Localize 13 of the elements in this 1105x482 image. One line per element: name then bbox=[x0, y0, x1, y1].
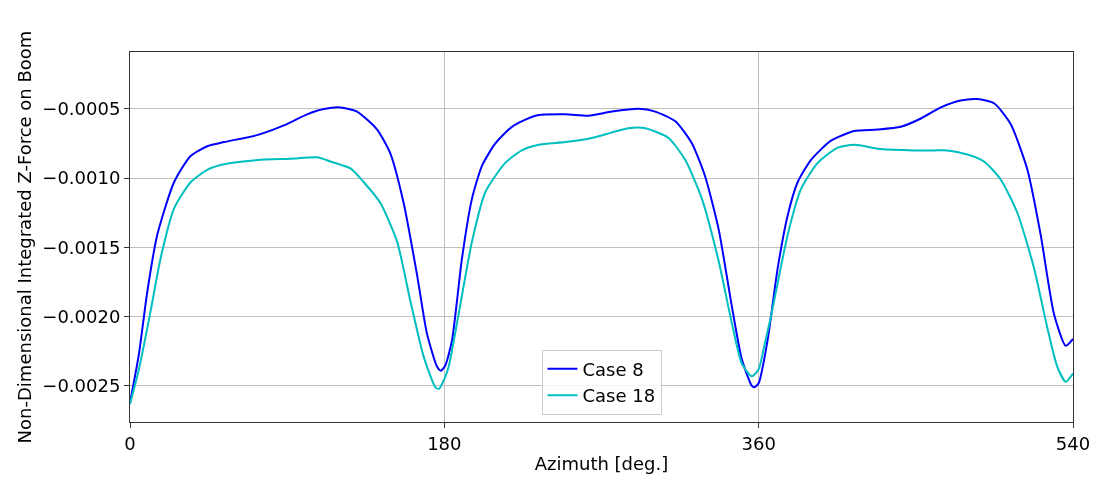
y-tick-label: −0.0010 bbox=[42, 167, 121, 189]
y-tick-label: −0.0005 bbox=[42, 98, 121, 120]
y-axis-title: Non-Dimensional Integrated Z-Force on Boom bbox=[13, 30, 35, 444]
y-tick-label: −0.0015 bbox=[42, 236, 121, 258]
x-tick-label: 180 bbox=[427, 432, 462, 454]
x-tick-label: 0 bbox=[124, 432, 136, 454]
legend-label: Case 18 bbox=[582, 385, 656, 407]
x-axis-title: Azimuth [deg.] bbox=[534, 452, 669, 474]
y-tick-label: −0.0025 bbox=[42, 375, 121, 397]
y-tick-label: −0.0020 bbox=[42, 305, 121, 327]
x-tick-label: 360 bbox=[741, 432, 776, 454]
legend-label: Case 8 bbox=[582, 358, 644, 380]
x-tick-label: 540 bbox=[1055, 432, 1091, 454]
